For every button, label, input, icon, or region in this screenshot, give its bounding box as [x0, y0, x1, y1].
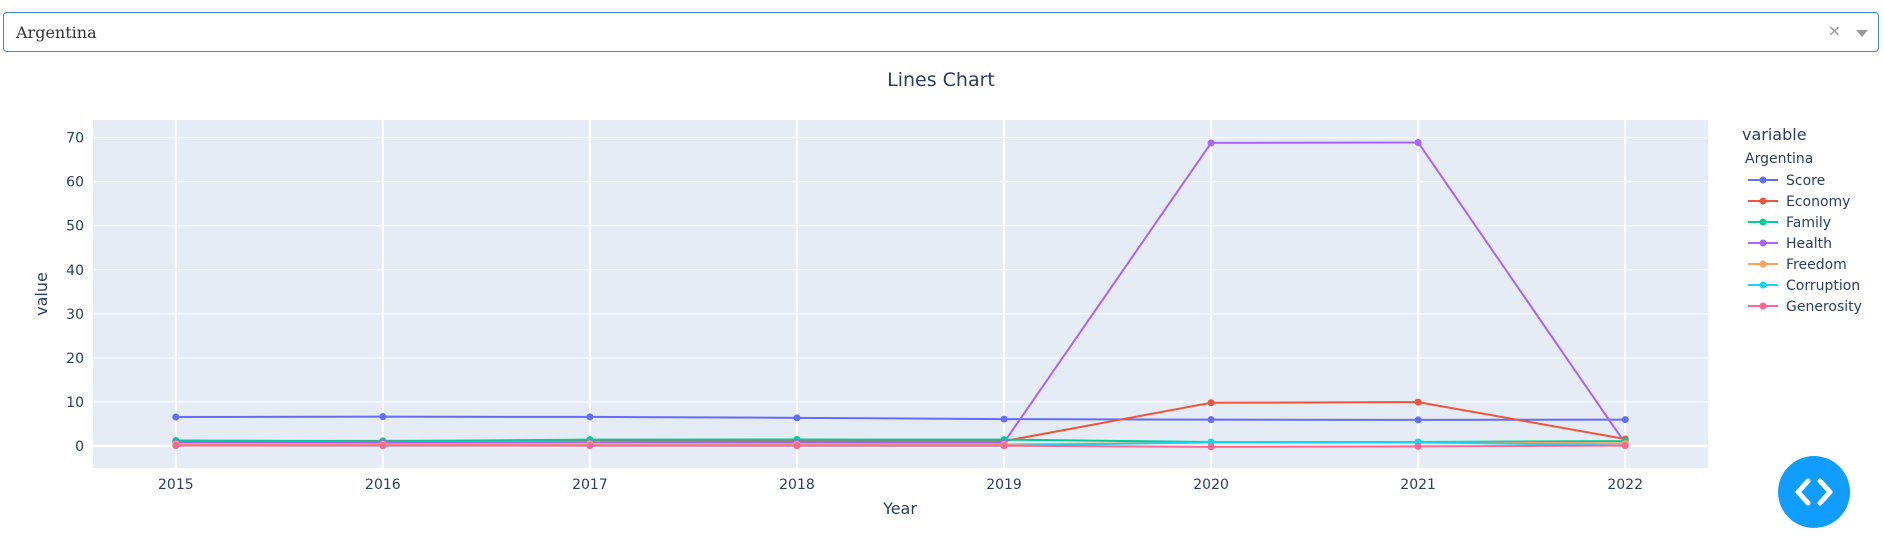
y-axis-title: value [32, 272, 51, 316]
x-tick-label: 2019 [986, 477, 1022, 493]
series-line-score [175, 415, 1626, 421]
y-tick-label: 10 [66, 395, 84, 411]
legend-swatch-marker [1759, 260, 1767, 268]
x-tick-label: 2015 [158, 477, 194, 493]
x-tick-label: 2017 [572, 477, 608, 493]
clear-icon[interactable]: × [1827, 21, 1841, 40]
y-tick-label: 60 [66, 175, 84, 191]
x-tick-label: 2021 [1400, 477, 1436, 493]
y-tick-label: 30 [66, 307, 84, 323]
data-point-generosity [172, 442, 180, 450]
data-point-generosity [1207, 443, 1215, 451]
legend-item-freedom[interactable]: Freedom [1748, 257, 1847, 273]
series-line-generosity [175, 444, 1626, 448]
legend-label: Corruption [1786, 278, 1860, 294]
chevron-down-icon[interactable] [1856, 30, 1868, 37]
legend-swatch-marker [1759, 239, 1767, 247]
legend-label: Generosity [1786, 299, 1862, 315]
y-tick-label: 40 [66, 263, 84, 279]
data-point-score [1414, 416, 1422, 424]
legend-swatch-marker [1759, 197, 1767, 205]
series-line-health [175, 141, 1627, 444]
legend-item-score[interactable]: Score [1748, 173, 1825, 189]
data-point-score [1000, 415, 1008, 423]
data-point-generosity [586, 442, 594, 450]
data-point-score [1207, 416, 1215, 424]
data-point-generosity [1414, 442, 1422, 450]
country-dropdown[interactable]: Argentina × [3, 12, 1879, 52]
plot-background [93, 120, 1708, 468]
data-point-economy [1414, 398, 1422, 406]
legend-item-corruption[interactable]: Corruption [1748, 278, 1860, 294]
legend-item-family[interactable]: Family [1748, 215, 1831, 231]
dropdown-selected-value: Argentina [16, 23, 97, 42]
legend-label: Family [1786, 215, 1831, 231]
y-tick-label: 20 [66, 351, 84, 367]
y-tick-label: 70 [66, 131, 84, 147]
y-tick-label: 0 [75, 439, 84, 455]
legend-title: variable [1742, 125, 1807, 144]
legend-label: Freedom [1786, 257, 1847, 273]
data-point-health [1414, 138, 1422, 146]
x-tick-label: 2022 [1607, 477, 1643, 493]
legend-item-generosity[interactable]: Generosity [1748, 299, 1862, 315]
data-point-score [379, 413, 387, 421]
code-icon [1795, 478, 1833, 506]
legend-item-economy[interactable]: Economy [1748, 194, 1850, 210]
data-point-health [1207, 139, 1215, 147]
legend-swatch-marker [1759, 176, 1767, 184]
code-toggle-button[interactable] [1778, 456, 1850, 528]
data-point-economy [1207, 399, 1215, 407]
data-point-score [1621, 416, 1629, 424]
y-tick-label: 50 [66, 219, 84, 235]
legend-swatch-marker [1759, 218, 1767, 226]
legend-group-title: Argentina [1745, 151, 1813, 167]
legend-swatch-marker [1759, 302, 1767, 310]
x-tick-label: 2020 [1193, 477, 1229, 493]
legend-label: Health [1786, 236, 1832, 252]
legend-label: Economy [1786, 194, 1850, 210]
chart-title: Lines Chart [887, 69, 995, 91]
data-point-score [586, 413, 594, 421]
data-point-generosity [793, 442, 801, 450]
data-point-score [793, 414, 801, 422]
data-point-score [172, 413, 180, 421]
x-tick-label: 2016 [365, 477, 401, 493]
legend-swatch-marker [1759, 281, 1767, 289]
legend-label: Score [1786, 173, 1825, 189]
data-point-generosity [379, 441, 387, 449]
legend-item-health[interactable]: Health [1748, 236, 1832, 252]
x-tick-label: 2018 [779, 477, 815, 493]
x-axis-title: Year [882, 499, 917, 518]
data-point-generosity [1621, 442, 1629, 450]
data-point-generosity [1000, 442, 1008, 450]
